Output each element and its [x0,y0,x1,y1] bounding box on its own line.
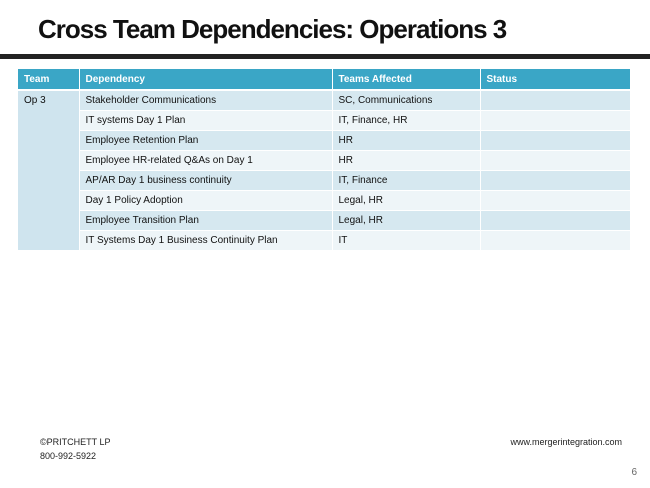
slide-title: Cross Team Dependencies: Operations 3 [38,14,507,44]
teams-affected-cell: HR [332,150,481,171]
footer-phone: 800-992-5922 [40,451,97,461]
teams-affected-cell: SC, Communications [332,90,481,111]
teams-affected-cell: IT [332,230,481,251]
table-header-row: Team Dependency Teams Affected Status [18,69,631,91]
status-cell [480,190,631,211]
status-cell [480,230,631,251]
table-row: Day 1 Policy Adoption Legal, HR [18,190,631,211]
table-row: Employee Retention Plan HR [18,130,631,151]
title-divider [0,54,650,59]
header-dependency: Dependency [79,69,333,91]
team-cell: Op 3 [18,90,80,251]
teams-affected-cell: Legal, HR [332,210,481,231]
teams-affected-cell: IT, Finance, HR [332,110,481,131]
status-cell [480,150,631,171]
status-cell [480,110,631,131]
footer-website: www.mergerintegration.com [510,437,622,447]
status-cell [480,170,631,191]
teams-affected-cell: HR [332,130,481,151]
status-cell [480,90,631,111]
teams-affected-cell: Legal, HR [332,190,481,211]
dependency-cell: Day 1 Policy Adoption [79,190,333,211]
header-status: Status [480,69,631,91]
header-teams-affected: Teams Affected [332,69,481,91]
table-row: IT systems Day 1 Plan IT, Finance, HR [18,110,631,131]
dependency-table: Team Dependency Teams Affected Status Op… [18,69,631,251]
table-row: Op 3 Stakeholder Communications SC, Comm… [18,90,631,251]
status-cell [480,130,631,151]
dependency-cell: IT systems Day 1 Plan [79,110,333,131]
dependency-cell: AP/AR Day 1 business continuity [79,170,333,191]
dependency-cell: Employee Transition Plan [79,210,333,231]
table-row: Employee Transition Plan Legal, HR [18,210,631,231]
table-row: Employee HR-related Q&As on Day 1 HR [18,150,631,171]
dependency-cell: Employee HR-related Q&As on Day 1 [79,150,333,171]
dependency-cell: Employee Retention Plan [79,130,333,151]
status-cell [480,210,631,231]
header-team: Team [18,69,80,91]
table-row: AP/AR Day 1 business continuity IT, Fina… [18,170,631,191]
table-row: IT Systems Day 1 Business Continuity Pla… [18,230,631,251]
dependency-cell: IT Systems Day 1 Business Continuity Pla… [79,230,333,251]
footer-copyright: ©PRITCHETT LP [40,437,111,447]
teams-affected-cell: IT, Finance [332,170,481,191]
dependency-cell: Stakeholder Communications [79,90,333,111]
page-number: 6 [631,467,637,478]
